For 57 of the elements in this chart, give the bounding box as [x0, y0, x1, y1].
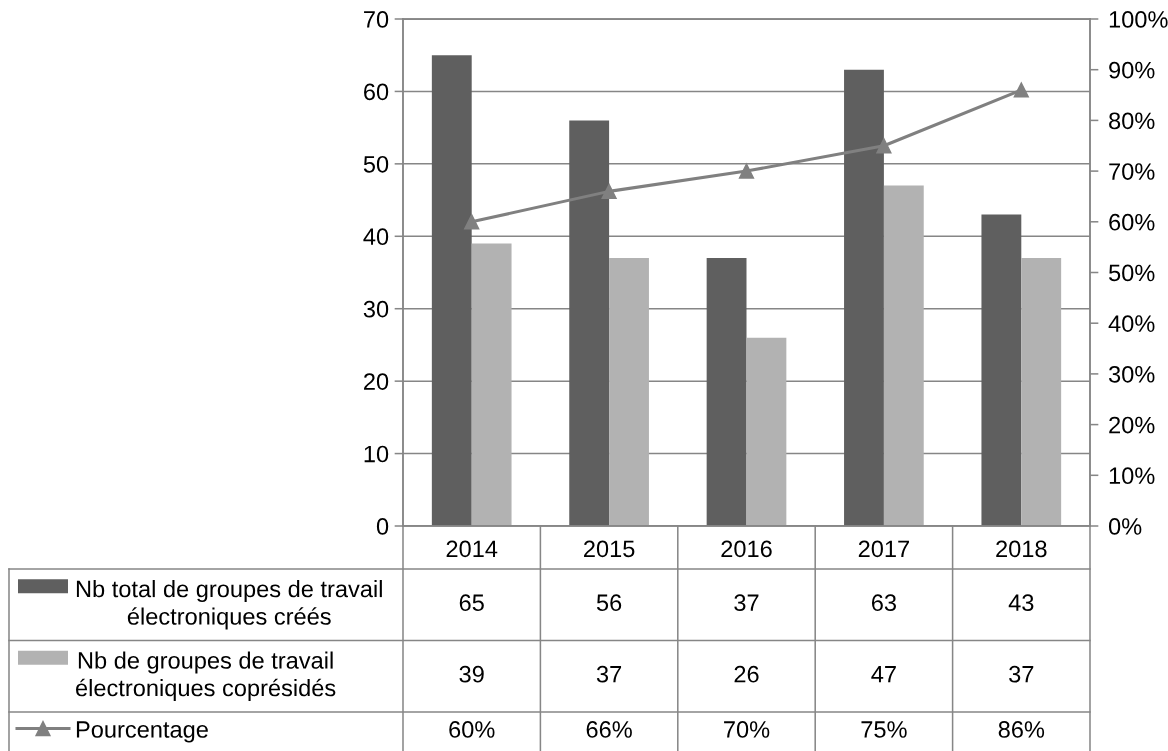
data-label: 37 — [734, 594, 759, 612]
x-tick-label: 2014 — [446, 540, 498, 558]
data-label: 63 — [871, 594, 896, 612]
bar — [609, 258, 649, 526]
x-tick-label: 2017 — [858, 540, 909, 558]
data-label: 66% — [586, 721, 632, 738]
data-label: 70% — [724, 721, 770, 738]
point — [876, 138, 892, 154]
y2-tick-label: 20% — [1109, 416, 1155, 434]
data-label: 47 — [871, 666, 896, 683]
y-tick-label: 20 — [364, 373, 389, 390]
bar — [706, 258, 747, 526]
point — [601, 183, 617, 200]
point — [1013, 82, 1029, 98]
y-tick-label: 70 — [364, 11, 389, 28]
y-tick-label: 50 — [363, 155, 389, 173]
bar — [431, 55, 472, 526]
legend-label: Pourcentage — [76, 721, 208, 743]
data-label: 56 — [596, 594, 622, 612]
y-tick-label: 0 — [376, 518, 389, 535]
data-label: 86% — [998, 721, 1045, 738]
bar — [1021, 258, 1062, 526]
y2-tick-label: 50% — [1109, 264, 1155, 282]
bar — [981, 214, 1022, 526]
data-label: 43 — [1008, 594, 1034, 612]
bar — [746, 337, 787, 526]
data-label: 75% — [861, 721, 907, 738]
data-label: 65 — [459, 594, 484, 612]
y2-tick-label: 30% — [1108, 365, 1155, 383]
x-tick-label: 2018 — [996, 540, 1047, 558]
bar — [569, 120, 610, 526]
bar — [883, 185, 924, 526]
data-label: 37 — [596, 665, 622, 683]
data-label: 26 — [734, 665, 759, 683]
point — [738, 163, 755, 179]
y2-tick-label: 90% — [1109, 61, 1155, 79]
y2-tick-label: 10% — [1109, 467, 1155, 485]
y2-tick-label: 70% — [1109, 163, 1155, 180]
data-label: 37 — [1009, 665, 1034, 683]
data-label: 39 — [459, 665, 484, 683]
y2-tick-label: 60% — [1109, 213, 1155, 231]
y-tick-label: 30 — [363, 300, 389, 318]
y2-tick-label: 100% — [1109, 11, 1168, 28]
legend-label: Nb total de groupes de travail électroniques créés — [76, 579, 382, 630]
x-tick-label: 2015 — [584, 540, 635, 558]
y-tick-label: 60 — [364, 83, 389, 101]
x-tick-label: 2016 — [721, 540, 772, 558]
bar — [844, 69, 884, 526]
y-tick-label: 40 — [363, 228, 389, 246]
y2-tick-label: 40% — [1108, 315, 1155, 332]
data-label: 60% — [449, 721, 495, 738]
y2-tick-label: 0% — [1108, 518, 1142, 535]
y-tick-label: 10 — [364, 445, 389, 463]
point — [464, 214, 480, 230]
legend-label: Nb de groupes de travail électroniques coprésidés — [76, 651, 336, 702]
bar — [471, 243, 512, 526]
y2-tick-label: 80% — [1109, 112, 1155, 130]
